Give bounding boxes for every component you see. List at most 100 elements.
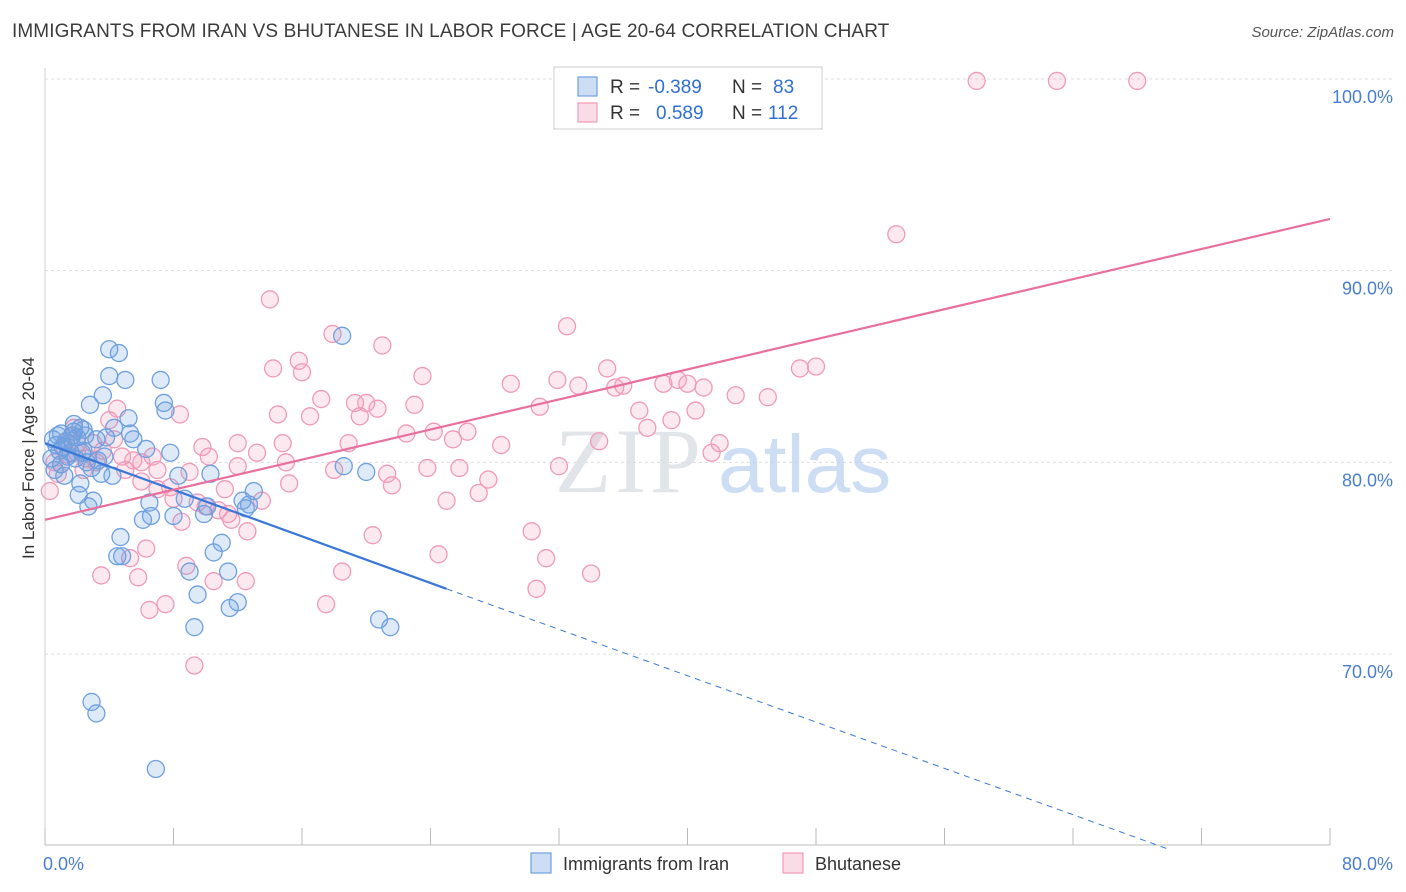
bhutanese-point xyxy=(363,526,382,545)
iran-trend-line xyxy=(44,442,447,590)
bhutanese-point xyxy=(112,447,132,466)
iran-point xyxy=(71,418,90,437)
iran-point xyxy=(239,495,259,514)
bhutanese-point xyxy=(177,556,196,575)
iran-point xyxy=(104,418,124,437)
iran-point xyxy=(100,366,119,386)
bhutanese-point xyxy=(140,600,159,620)
legend-r-label-1: R = xyxy=(610,77,640,98)
iran-point xyxy=(212,533,231,552)
bhutanese-point xyxy=(236,572,255,591)
iran-point xyxy=(334,457,353,476)
bhutanese-point xyxy=(437,491,456,510)
bhutanese-point xyxy=(424,422,443,441)
bhutanese-point xyxy=(260,290,280,309)
iran-point xyxy=(124,430,143,449)
bhutanese-point xyxy=(1047,71,1067,91)
iran-point xyxy=(55,466,74,485)
bhutanese-point xyxy=(137,539,156,558)
bhutanese-point xyxy=(548,370,567,390)
iran-point xyxy=(357,462,376,482)
legend-swatch-bhutanese xyxy=(577,102,598,123)
iran-point xyxy=(82,692,101,712)
bhutanese-point xyxy=(806,357,826,376)
bhutanese-point xyxy=(199,447,218,466)
bhutanese-point xyxy=(185,656,204,675)
bhutanese-point xyxy=(530,397,549,416)
bottom-legend-label-iran: Immigrants from Iran xyxy=(563,854,729,874)
axes xyxy=(44,68,1331,846)
x-tick-label: 80.0% xyxy=(1342,854,1393,874)
iran-point xyxy=(112,547,132,566)
bhutanese-point xyxy=(312,389,331,409)
iran-trend-extension xyxy=(446,588,1170,850)
iran-point xyxy=(51,455,71,474)
iran-point xyxy=(133,510,153,529)
legend-r-value-1: -0.389 xyxy=(648,77,702,98)
bhutanese-point xyxy=(638,418,657,437)
iran-point xyxy=(169,466,188,485)
bhutanese-points xyxy=(40,71,1147,675)
bhutanese-point xyxy=(443,430,463,449)
bhutanese-point xyxy=(292,363,312,382)
legend-swatch-iran xyxy=(577,76,598,97)
bhutanese-point xyxy=(129,568,148,587)
bhutanese-point xyxy=(300,407,320,426)
bhutanese-point xyxy=(569,376,588,395)
bhutanese-point xyxy=(1128,71,1147,91)
iran-point xyxy=(188,585,207,604)
bhutanese-point xyxy=(180,462,199,482)
correlation-legend: R = -0.389 N = 83 R = 0.589 N = 112 xyxy=(553,66,823,130)
bhutanese-point xyxy=(694,378,713,397)
iran-point xyxy=(180,562,199,581)
bhutanese-point xyxy=(479,470,498,489)
series-legend: Immigrants from Iran Bhutanese xyxy=(530,852,901,874)
bhutanese-point xyxy=(429,545,448,564)
bhutanese-point xyxy=(263,359,283,378)
y-tick-labels: 70.0% 80.0% 90.0% 100.0% xyxy=(1332,87,1393,682)
bhutanese-point xyxy=(324,460,344,480)
bhutanese-point xyxy=(193,437,212,457)
iran-point xyxy=(218,562,238,581)
bhutanese-point xyxy=(450,458,469,478)
y-tick-label: 80.0% xyxy=(1342,470,1393,490)
legend-n-value-1: 83 xyxy=(773,77,794,98)
iran-point xyxy=(244,481,263,501)
chart-source: Source: ZipAtlas.com xyxy=(1251,24,1394,41)
bhutanese-point xyxy=(967,71,986,91)
iran-point xyxy=(185,618,204,637)
iran-point xyxy=(151,370,170,390)
bhutanese-point xyxy=(132,453,151,472)
iran-point xyxy=(333,326,352,345)
watermark-zip: ZIP xyxy=(555,410,705,512)
iran-point xyxy=(137,439,156,459)
bhutanese-point xyxy=(686,401,705,420)
bhutanese-point xyxy=(702,443,721,462)
iran-point xyxy=(119,409,138,428)
chart-title: IMMIGRANTS FROM IRAN VS BHUTANESE IN LAB… xyxy=(12,21,890,42)
iran-point xyxy=(100,340,119,359)
bhutanese-point xyxy=(418,458,437,478)
bhutanese-point xyxy=(413,366,432,386)
y-tick-label: 70.0% xyxy=(1342,662,1393,682)
iran-point xyxy=(201,464,220,483)
iran-point xyxy=(92,464,111,483)
bhutanese-point xyxy=(527,579,546,598)
bhutanese-point xyxy=(492,435,511,455)
iran-point xyxy=(146,759,165,779)
iran-point xyxy=(198,497,217,516)
bhutanese-point xyxy=(268,405,288,424)
iran-point xyxy=(120,424,140,443)
bhutanese-point xyxy=(215,480,235,499)
iran-point xyxy=(154,393,174,413)
bhutanese-point xyxy=(549,457,569,476)
bhutanese-point xyxy=(537,549,556,568)
trend-lines xyxy=(44,217,1331,850)
bhutanese-point xyxy=(758,388,777,407)
bhutanese-point xyxy=(204,572,223,591)
iran-point xyxy=(161,443,180,462)
bhutanese-point xyxy=(790,359,810,378)
iran-point xyxy=(228,593,247,612)
bhutanese-point xyxy=(273,434,292,453)
bhutanese-point xyxy=(228,434,247,453)
